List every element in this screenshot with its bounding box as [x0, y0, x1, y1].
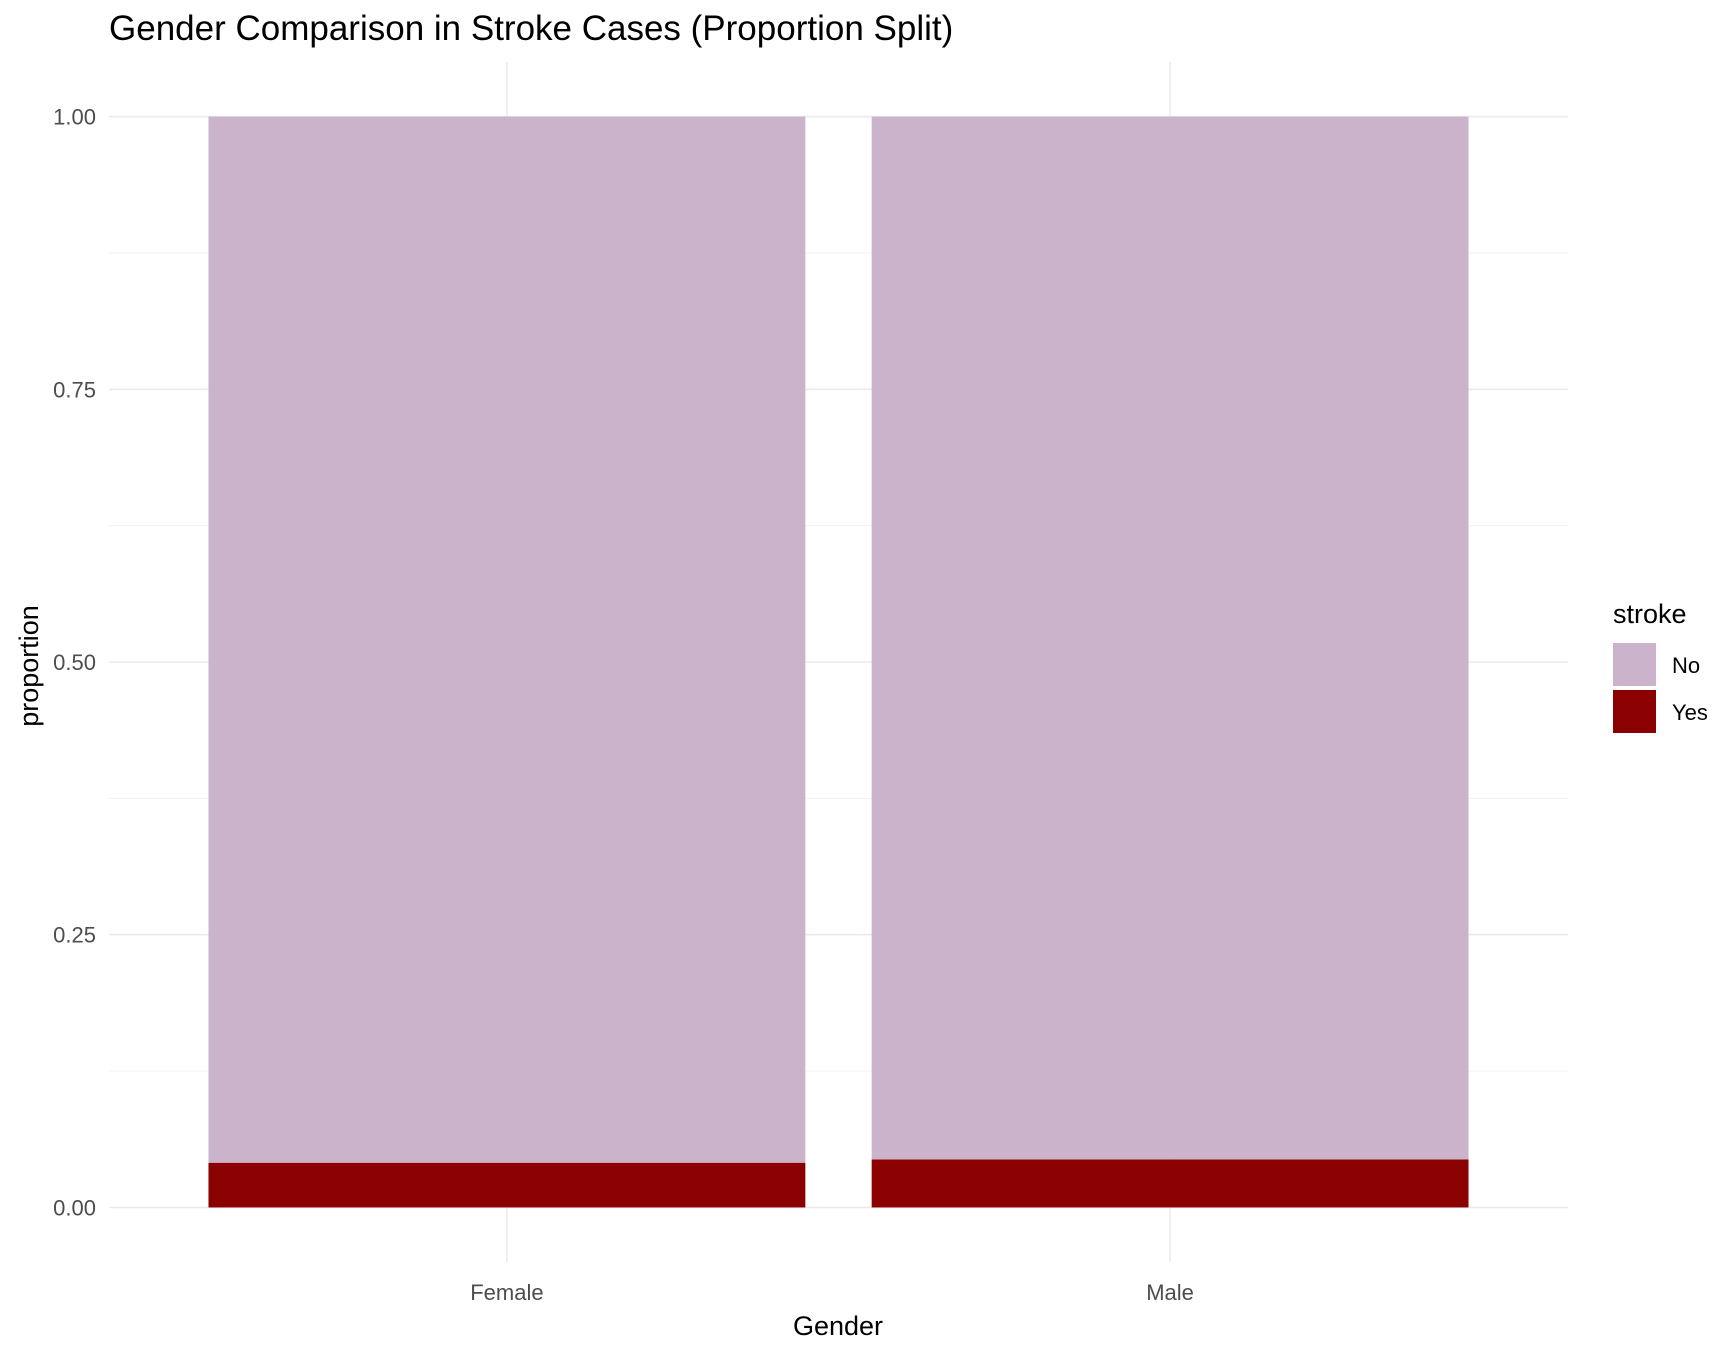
- x-axis-tick-labels: Female Male: [470, 1280, 1194, 1305]
- x-tick-label: Female: [470, 1280, 543, 1305]
- x-axis-title: Gender: [793, 1311, 883, 1341]
- legend-label-yes: Yes: [1672, 700, 1708, 725]
- legend-key-no: [1613, 643, 1656, 686]
- bar-female-no: [208, 116, 806, 1163]
- legend-label-no: No: [1672, 653, 1700, 678]
- legend-items: No Yes: [1613, 643, 1708, 733]
- legend-title: stroke: [1613, 599, 1687, 629]
- bars: [208, 116, 1469, 1208]
- y-tick-label: 0.50: [53, 650, 96, 675]
- y-tick-label: 0.25: [53, 923, 96, 948]
- legend: stroke No Yes: [1613, 599, 1708, 733]
- legend-key-yes: [1613, 690, 1656, 733]
- bar-male-yes: [871, 1159, 1469, 1208]
- y-axis-title: proportion: [14, 605, 44, 727]
- y-axis-tick-labels: 0.00 0.25 0.50 0.75 1.00: [53, 105, 96, 1221]
- y-tick-label: 0.00: [53, 1195, 96, 1220]
- y-tick-label: 1.00: [53, 105, 96, 130]
- chart-title: Gender Comparison in Stroke Cases (Propo…: [109, 9, 953, 48]
- bar-male-no: [871, 116, 1469, 1160]
- y-tick-label: 0.75: [53, 377, 96, 402]
- bar-female-yes: [208, 1162, 806, 1208]
- x-tick-label: Male: [1146, 1280, 1194, 1305]
